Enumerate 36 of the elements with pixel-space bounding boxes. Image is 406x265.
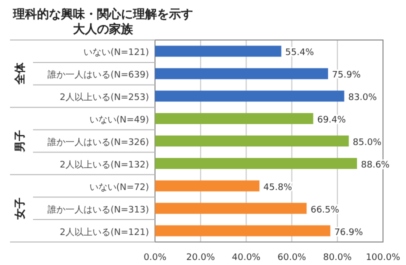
x-tick-label: 0.0% [144, 253, 167, 263]
bar [155, 90, 344, 102]
y-tick-label: 2人以上いる(N=253) [60, 92, 149, 104]
data-label: 66.5% [310, 205, 340, 216]
y-tick-label: 誰か一人はいる(N=639) [48, 70, 149, 81]
y-tick-label: 誰か一人はいる(N=313) [48, 204, 149, 216]
y-tick-label: 2人以上いる(N=132) [60, 159, 149, 170]
text: 女子 [14, 197, 26, 220]
data-label: 83.0% [348, 93, 378, 104]
data-label: 85.0% [352, 138, 382, 148]
y-tick-label: 誰か一人はいる(N=326) [48, 137, 149, 148]
x-tick-label: 60.0% [278, 253, 307, 263]
bar [155, 46, 282, 57]
x-tick-label: 40.0% [232, 253, 261, 263]
x-tick-label: 80.0% [323, 253, 352, 263]
data-label: 76.9% [334, 228, 364, 238]
bar [155, 180, 260, 192]
data-label: 69.4% [317, 116, 346, 126]
bar [155, 225, 330, 236]
bar [155, 202, 307, 214]
bar [155, 158, 358, 169]
data-label: 75.9% [332, 70, 362, 81]
bar [155, 68, 328, 80]
data-label: 45.8% [263, 182, 292, 193]
x-tick-label: 100.0% [366, 253, 401, 263]
text: 男子 [14, 130, 26, 153]
y-tick-label: いない(N=72) [89, 182, 149, 193]
text: 全体 [14, 62, 26, 86]
y-tick-label: いない(N=49) [89, 116, 149, 126]
data-label: 55.4% [285, 48, 314, 58]
chart-title: 理科的な興味・関心に理解を示す大人の家族 [12, 7, 193, 36]
x-tick-label: 20.0% [186, 253, 216, 263]
y-tick-label: いない(N=121) [84, 48, 149, 58]
y-tick-label: 2人以上いる(N=121) [60, 226, 149, 238]
bar [155, 136, 349, 146]
bar [155, 113, 314, 124]
